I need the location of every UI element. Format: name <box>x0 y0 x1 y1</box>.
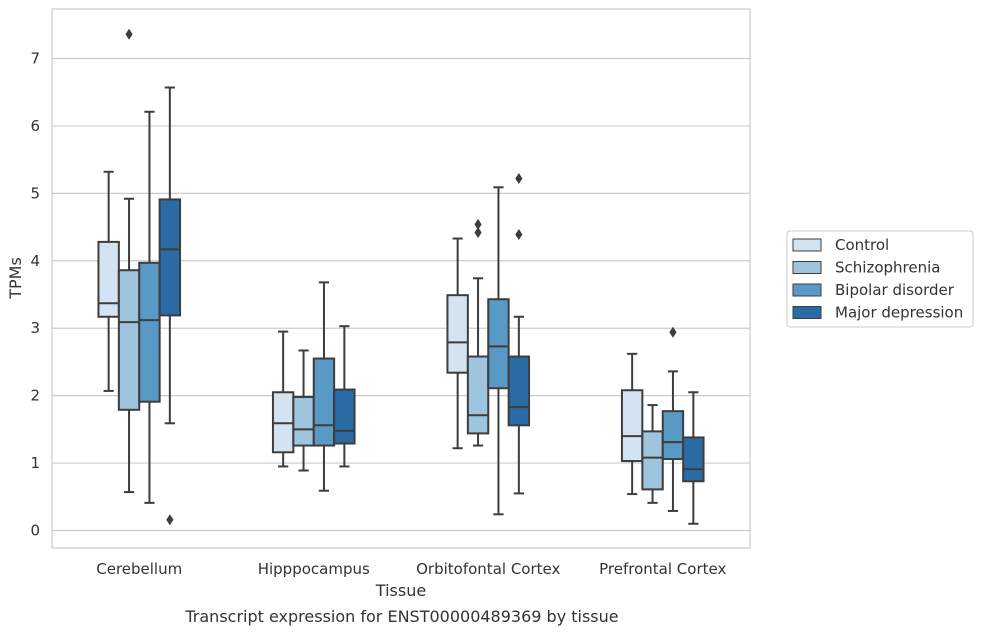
y-tick-label: 5 <box>30 184 40 202</box>
box-group <box>97 170 120 392</box>
box-group <box>620 352 644 496</box>
box-group <box>292 349 315 472</box>
iqr-box <box>682 436 705 483</box>
box-group <box>312 281 336 492</box>
legend-frame <box>786 230 974 328</box>
box-group <box>682 391 705 525</box>
legend-swatch <box>792 261 822 274</box>
box-group <box>117 28 141 494</box>
iqr-box <box>620 389 644 463</box>
y-tick-label: 4 <box>30 252 40 270</box>
x-axis-ticks: Cerebellum Hipppocampus Orbitofontal Corte… <box>96 560 726 578</box>
x-tick-label: Prefrontal Cortex <box>599 560 726 578</box>
iqr-box <box>466 355 490 435</box>
legend-swatch <box>792 283 822 297</box>
box-group <box>271 330 295 468</box>
box-group <box>661 326 685 512</box>
iqr-box <box>487 298 510 390</box>
iqr-box <box>312 357 336 447</box>
outlier-point <box>166 514 174 526</box>
plot-area <box>97 28 705 526</box>
x-tick-label: Cerebellum <box>96 560 182 578</box>
y-tick-label: 0 <box>30 522 40 540</box>
legend-swatch <box>792 306 822 319</box>
iqr-box <box>292 395 315 447</box>
iqr-box <box>641 430 664 491</box>
outlier-point <box>515 228 523 240</box>
x-tick-label: Orbitofontal Cortex <box>416 560 560 578</box>
y-axis-ticks: 0 1 2 3 4 5 6 7 <box>30 50 40 540</box>
iqr-box <box>138 261 161 403</box>
y-tick-label: 1 <box>30 454 40 472</box>
box-group <box>333 325 356 468</box>
box-group <box>487 186 510 516</box>
legend: Control Schizophrenia Bipolar disorder Majo… <box>786 230 974 328</box>
iqr-box <box>97 240 120 318</box>
plot-frame <box>51 8 751 549</box>
box-group <box>641 404 664 504</box>
y-tick-label: 3 <box>30 319 40 337</box>
legend-label: Major depression <box>835 304 963 322</box>
iqr-box <box>661 410 685 461</box>
outlier-point <box>474 218 482 230</box>
y-tick-label: 7 <box>30 50 40 68</box>
figure-caption: Transcript expression for ENST0000048936… <box>184 607 618 626</box>
legend-label: Control <box>835 236 889 254</box>
iqr-box <box>507 355 531 427</box>
iqr-box <box>158 198 182 317</box>
y-tick-label: 6 <box>30 117 40 135</box>
legend-swatch <box>792 238 822 252</box>
x-tick-label: Hipppocampus <box>258 560 370 578</box>
box-group <box>507 173 531 495</box>
iqr-box <box>117 269 141 411</box>
iqr-box <box>333 388 356 445</box>
outlier-point <box>515 173 523 185</box>
box-group <box>466 218 490 447</box>
legend-label: Schizophrenia <box>835 259 940 277</box>
iqr-box <box>446 294 469 374</box>
y-axis-title: TPMs <box>6 257 25 300</box>
box-group <box>138 110 161 504</box>
y-tick-label: 2 <box>30 387 40 405</box>
outlier-point <box>125 28 133 40</box>
box-group <box>446 237 469 450</box>
legend-label: Bipolar disorder <box>835 281 955 299</box>
outlier-point <box>669 326 677 338</box>
x-axis-title: Tissue <box>375 581 426 600</box>
outlier-point <box>474 226 482 238</box>
iqr-box <box>271 391 295 454</box>
box-group <box>158 86 182 526</box>
